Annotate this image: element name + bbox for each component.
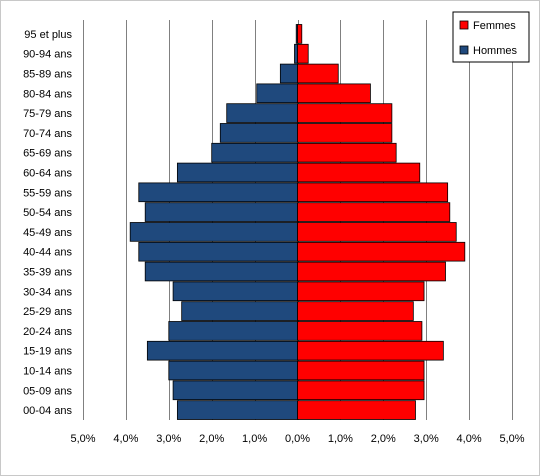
y-tick-label: 50-54 ans (23, 207, 72, 219)
y-tick-label: 25-29 ans (23, 306, 72, 318)
legend-swatch-femmes (459, 20, 469, 30)
y-tick-label: 20-24 ans (23, 326, 72, 338)
legend: Femmes Hommes (452, 11, 530, 63)
bar-femmes-50-54-ans (297, 202, 451, 222)
bar-hommes-20-24-ans (168, 321, 298, 341)
y-tick-label: 45-49 ans (23, 227, 72, 239)
bar-femmes-05-09-ans (297, 380, 425, 401)
bar-hommes-70-74-ans (219, 123, 298, 143)
bar-femmes-40-44-ans (297, 241, 466, 262)
y-tick-label: 35-39 ans (23, 267, 72, 279)
bar-hommes-10-14-ans (168, 360, 298, 381)
x-tick-label: 3,0% (414, 433, 439, 445)
bar-hommes-90-94-ans (294, 43, 298, 64)
y-tick-label: 10-14 ans (23, 366, 72, 378)
bar-femmes-65-69-ans (297, 142, 397, 163)
x-tick-label: 4,0% (113, 433, 138, 445)
y-tick-label: 80-84 ans (23, 88, 72, 100)
bar-femmes-90-94-ans (297, 43, 309, 64)
y-tick-label: 65-69 ans (23, 148, 72, 160)
x-tick-label: 5,0% (70, 433, 95, 445)
y-tick-label: 60-64 ans (23, 168, 72, 180)
y-tick-label: 95 et plus (24, 29, 72, 41)
bar-hommes-55-59-ans (138, 182, 298, 203)
bar-femmes-85-89-ans (297, 63, 339, 84)
bar-hommes-45-49-ans (129, 222, 298, 242)
bar-femmes-10-14-ans (297, 360, 425, 381)
bar-hommes-85-89-ans (279, 63, 298, 84)
bar-femmes-00-04-ans (297, 400, 416, 420)
bar-femmes-20-24-ans (297, 321, 423, 341)
x-tick-label: 1,0% (328, 433, 353, 445)
bar-femmes-80-84-ans (297, 83, 371, 104)
y-tick-label: 55-59 ans (23, 187, 72, 199)
x-tick-label: 5,0% (499, 433, 524, 445)
x-tick-label: 2,0% (371, 433, 396, 445)
bar-femmes-55-59-ans (297, 182, 449, 203)
bar-femmes-25-29-ans (297, 301, 414, 321)
bar-hommes-35-39-ans (144, 261, 298, 282)
bar-hommes-75-79-ans (226, 103, 298, 123)
bar-femmes-75-79-ans (297, 103, 393, 123)
bar-hommes-25-29-ans (181, 301, 298, 321)
x-tick-label: 2,0% (199, 433, 224, 445)
y-tick-label: 85-89 ans (23, 69, 72, 81)
bar-hommes-15-19-ans (146, 340, 298, 361)
bar-hommes-65-69-ans (211, 142, 298, 163)
y-tick-label: 90-94 ans (23, 49, 72, 61)
y-tick-label: 75-79 ans (23, 108, 72, 120)
y-tick-label: 70-74 ans (23, 128, 72, 140)
y-tick-label: 15-19 ans (23, 346, 72, 358)
y-axis-labels: 00-04 ans 05-09 ans 10-14 ans 15-19 ans 20-2… (23, 29, 72, 417)
legend-label-femmes: Femmes (473, 20, 516, 32)
y-tick-label: 05-09 ans (23, 385, 72, 397)
x-axis-labels: 5,0% 4,0% 3,0% 2,0% 1,0% 0,0% 1,0% 2,0% 3,0% 4,0%… (70, 433, 524, 445)
bar-hommes-80-84-ans (256, 83, 298, 104)
legend-label-hommes: Hommes (473, 45, 518, 57)
bar-hommes-40-44-ans (138, 241, 298, 262)
bar-femmes-45-49-ans (297, 222, 457, 242)
bar-femmes-15-19-ans (297, 340, 444, 361)
y-tick-label: 40-44 ans (23, 247, 72, 259)
bar-femmes-30-34-ans (297, 281, 425, 302)
x-tick-label: 4,0% (457, 433, 482, 445)
bar-hommes-60-64-ans (176, 162, 298, 183)
x-tick-label: 3,0% (156, 433, 181, 445)
bar-hommes-50-54-ans (144, 202, 298, 222)
bar-hommes-30-34-ans (172, 281, 298, 302)
bars (129, 24, 466, 420)
x-tick-label: 0,0% (285, 433, 310, 445)
bar-femmes-70-74-ans (297, 123, 393, 143)
bar-femmes-35-39-ans (297, 261, 446, 282)
bar-femmes-60-64-ans (297, 162, 421, 183)
legend-swatch-hommes (459, 45, 469, 55)
bar-femmes-95-et-plus (297, 24, 303, 44)
bar-hommes-00-04-ans (176, 400, 298, 420)
bar-hommes-05-09-ans (172, 380, 298, 401)
x-tick-label: 1,0% (242, 433, 267, 445)
y-tick-label: 30-34 ans (23, 286, 72, 298)
y-tick-label: 00-04 ans (23, 405, 72, 417)
